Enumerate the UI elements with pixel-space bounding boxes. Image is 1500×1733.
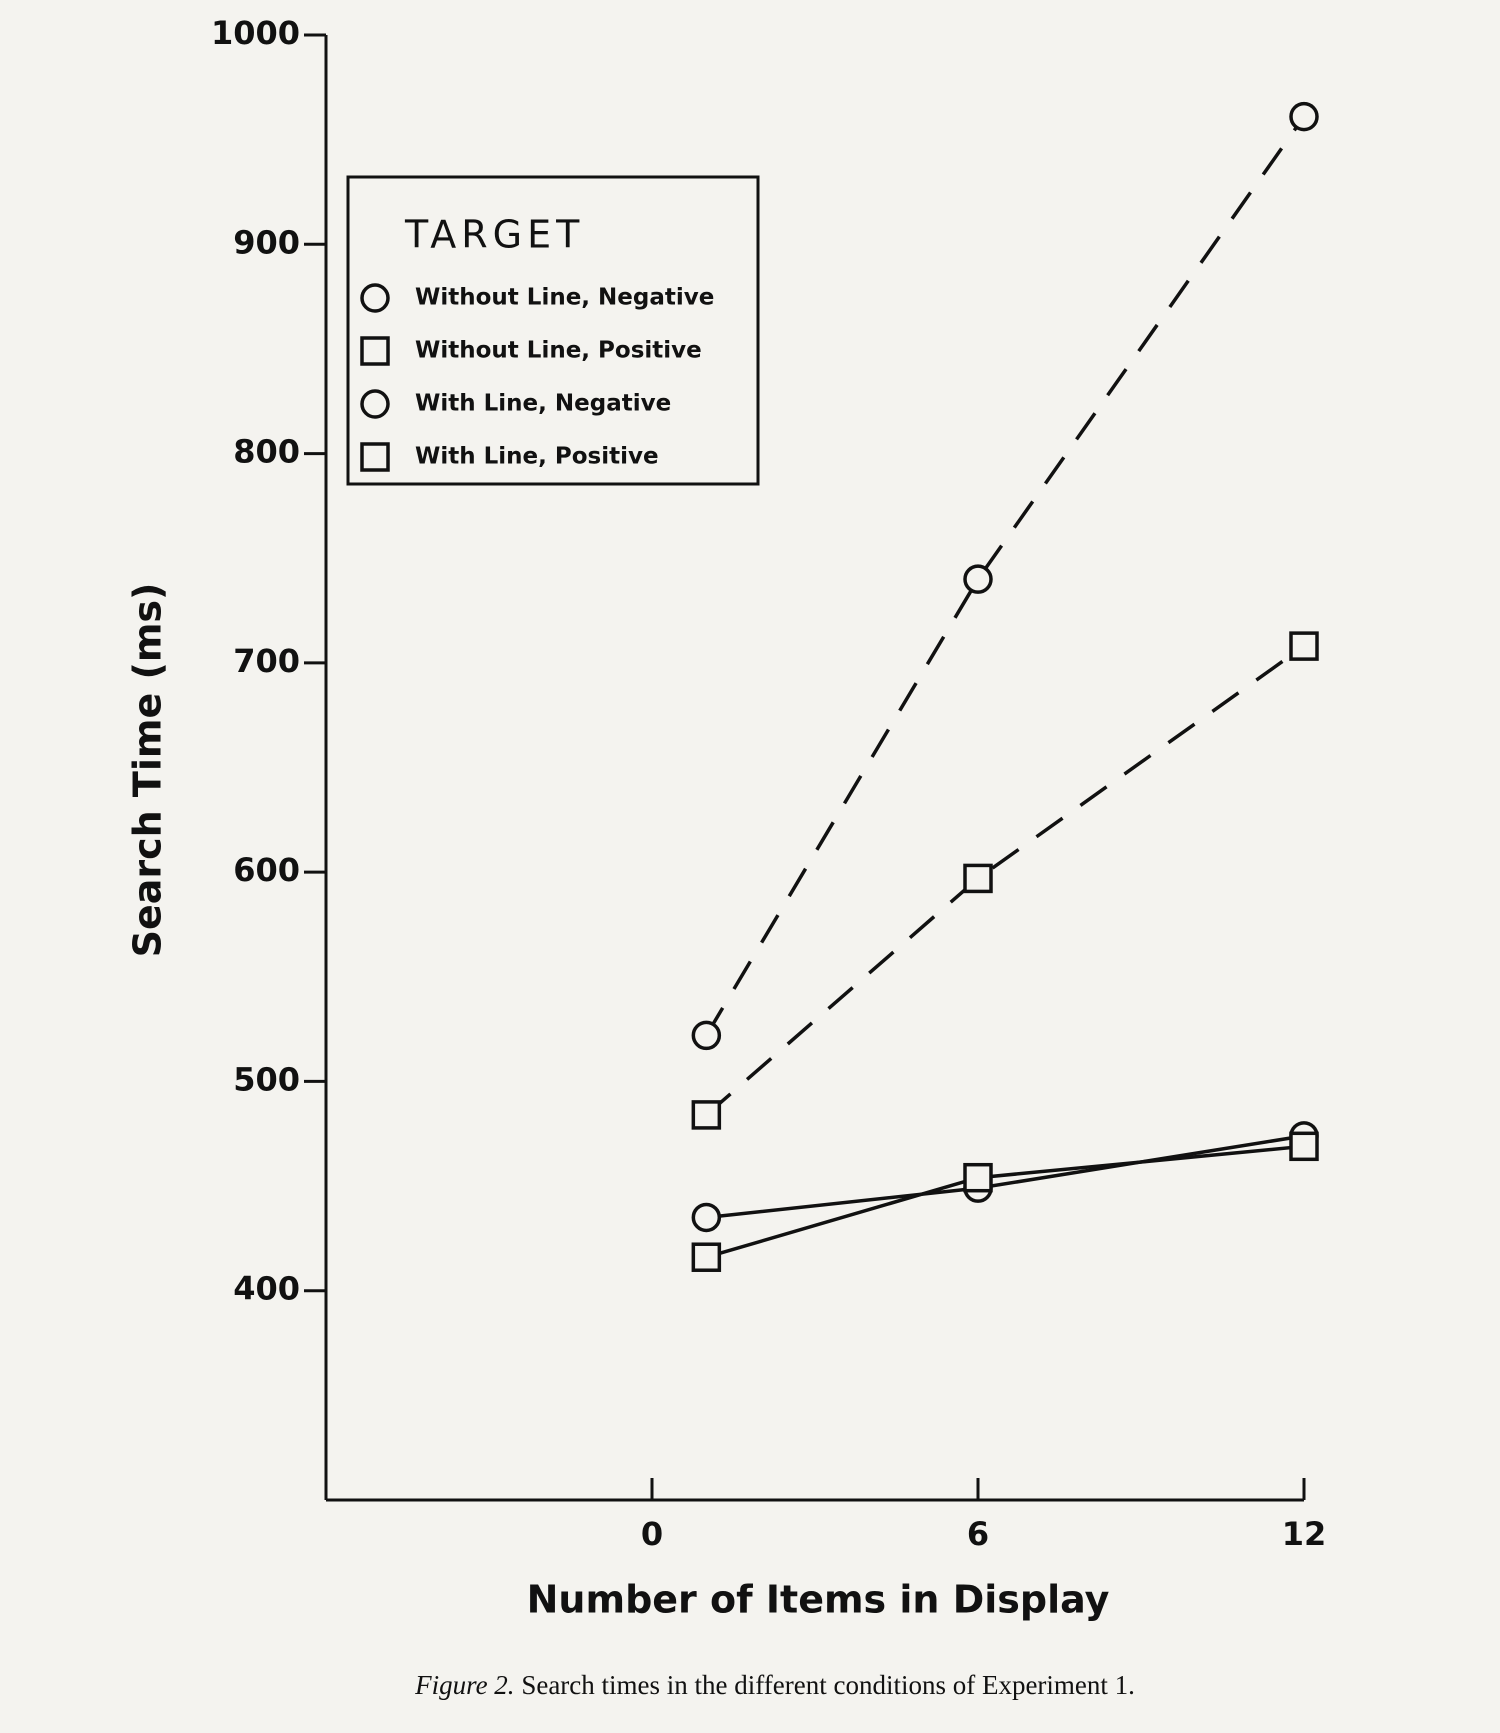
y-tick-label: 400 — [233, 1270, 300, 1308]
marker — [1289, 631, 1319, 661]
y-tick-label: 600 — [233, 851, 300, 889]
legend-title: TARGET — [404, 213, 584, 257]
x-tick-label: 6 — [967, 1515, 989, 1553]
marker — [1289, 1131, 1319, 1162]
legend-label: Without Line, Positive — [415, 338, 702, 364]
x-tick-label: 12 — [1282, 1515, 1327, 1553]
x-axis-title: Number of Items in Display — [527, 1578, 1110, 1622]
caption: Figure 2. Search times in the different … — [414, 1670, 1135, 1700]
caption-label: Figure 2. — [414, 1670, 514, 1700]
x-tick-label: 0 — [641, 1515, 663, 1553]
marker — [691, 1100, 722, 1130]
marker — [360, 336, 390, 366]
caption-text: Search times in the different conditions… — [521, 1670, 1135, 1700]
legend-box — [346, 175, 760, 486]
legend-label: With Line, Negative — [415, 391, 671, 417]
y-tick-label: 700 — [233, 642, 300, 680]
series-line — [704, 115, 1306, 1037]
legend-label: With Line, Positive — [415, 444, 659, 470]
marker — [360, 442, 390, 472]
marker — [963, 863, 993, 894]
marker — [691, 1020, 722, 1051]
series-line — [705, 644, 1306, 1117]
y-tick-label: 800 — [233, 433, 300, 471]
marker — [963, 1162, 993, 1193]
marker — [963, 564, 993, 594]
y-axis-title: Search Time (ms) — [126, 583, 170, 958]
legend-label: Without Line, Negative — [415, 285, 714, 311]
marker — [691, 1242, 722, 1272]
y-tick-label: 1000 — [211, 14, 300, 52]
marker — [691, 1202, 722, 1233]
y-tick-label: 500 — [233, 1060, 300, 1098]
y-tick-label: 900 — [233, 223, 300, 261]
marker — [360, 283, 390, 313]
marker — [1289, 101, 1319, 132]
marker — [360, 389, 390, 419]
